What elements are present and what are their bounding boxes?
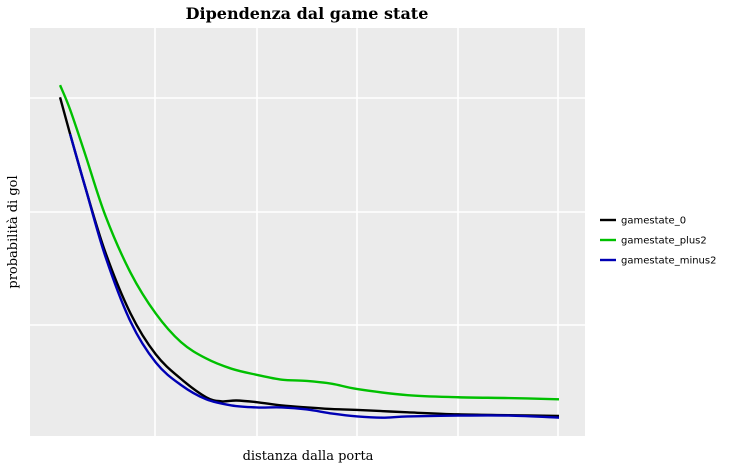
x-axis-label: distanza dalla porta — [243, 449, 374, 464]
plot-panel — [30, 28, 585, 436]
chart-title: Dipendenza dal game state — [186, 4, 429, 23]
series-line-gamestate_plus2 — [58, 84, 560, 401]
gridlines — [30, 28, 585, 436]
series-line-gamestate_minus2 — [68, 133, 560, 419]
legend-label-gamestate_0: gamestate_0 — [621, 216, 686, 227]
legend-label-gamestate_minus2: gamestate_minus2 — [621, 256, 716, 267]
y-axis-label: probabilità di gol — [6, 175, 21, 288]
series-line-gamestate_0 — [58, 97, 560, 418]
series-lines — [58, 84, 560, 419]
panel-background — [30, 28, 585, 436]
legend-label-gamestate_plus2: gamestate_plus2 — [621, 236, 707, 247]
legend: gamestate_0 gamestate_plus2 gamestate_minu… — [600, 216, 716, 267]
